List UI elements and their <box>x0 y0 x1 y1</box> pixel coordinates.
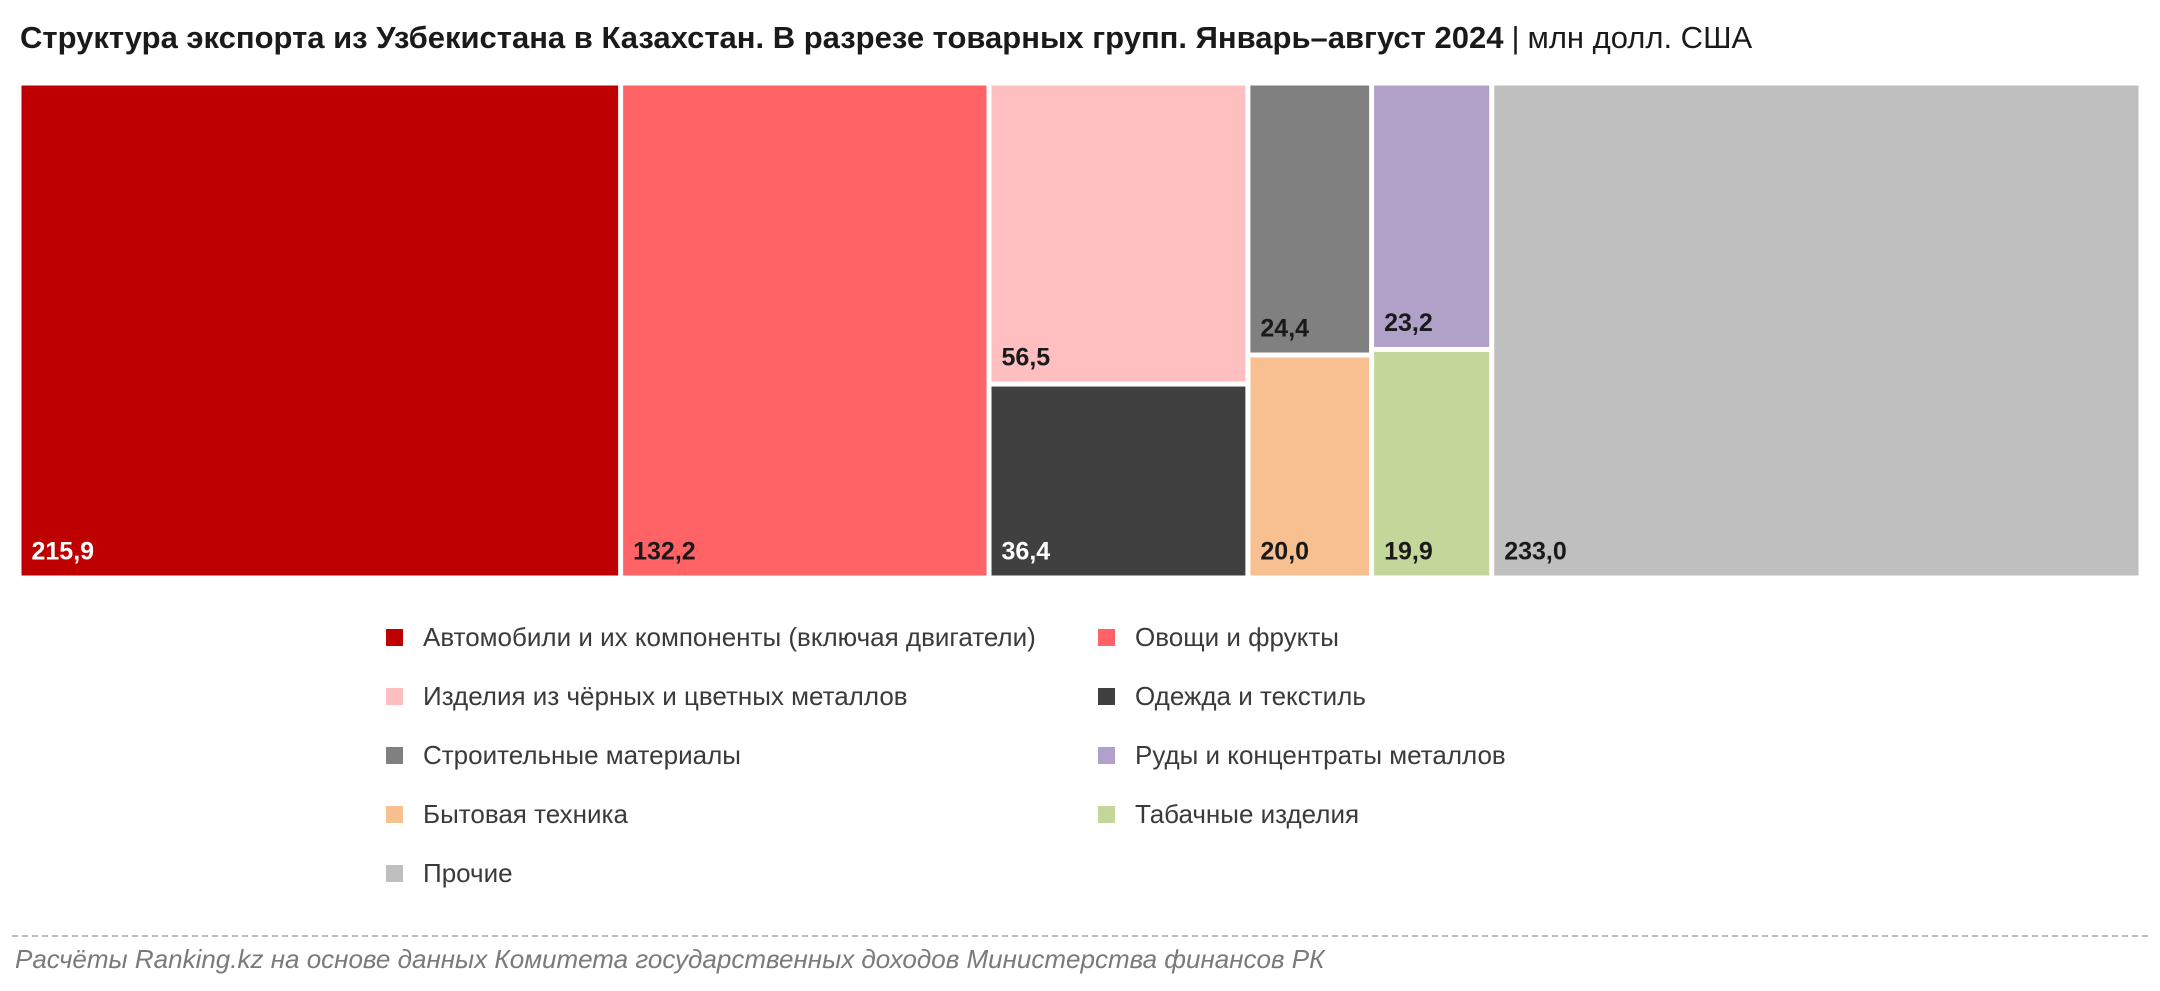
legend-swatch <box>1098 746 1115 764</box>
legend-swatch <box>1098 805 1115 823</box>
legend-swatch <box>1098 687 1115 705</box>
legend-item-household-appliances: Бытовая техника <box>386 796 628 832</box>
legend-item-clothing-textiles: Одежда и текстиль <box>1098 678 1366 714</box>
legend-label: Автомобили и их компоненты (включая двиг… <box>423 621 1036 652</box>
legend-label: Прочие <box>423 857 513 888</box>
data-label-ores-concentrates: 23,2 <box>1384 309 1433 337</box>
legend-label: Одежда и текстиль <box>1135 680 1366 711</box>
treemap-tile-automobiles <box>21 85 619 576</box>
data-label-household-appliances: 20,0 <box>1260 538 1309 566</box>
footer-divider <box>12 935 2148 937</box>
legend-label: Изделия из чёрных и цветных металлов <box>423 680 908 711</box>
source-note: Расчёты Ranking.kz на основе данных Коми… <box>15 944 1325 974</box>
chart-unit: млн долл. США <box>1527 20 1753 55</box>
treemap-tile-construction-materials <box>1250 85 1370 353</box>
treemap-tile-vegetables-fruits <box>623 85 987 576</box>
legend-item-automobiles: Автомобили и их компоненты (включая двиг… <box>386 619 1036 655</box>
treemap-chart: 215,9 132,2 56,5 36,4 24,4 20,0 23,2 19,9 233,0 <box>21 85 2139 576</box>
data-label-metal-products: 56,5 <box>1002 344 1051 372</box>
legend-swatch <box>386 687 403 705</box>
legend-label: Овощи и фрукты <box>1135 621 1339 652</box>
data-label-clothing-textiles: 36,4 <box>1002 538 1051 566</box>
title-separator: | <box>1511 20 1520 55</box>
legend-swatch <box>1098 628 1115 646</box>
legend-swatch <box>386 864 403 882</box>
legend-swatch <box>386 628 403 646</box>
legend-item-other: Прочие <box>386 855 513 891</box>
treemap-tile-metal-products <box>991 85 1246 382</box>
legend-item-ores-concentrates: Руды и концентраты металлов <box>1098 737 1506 773</box>
legend-swatch <box>386 805 403 823</box>
treemap-tile-clothing-textiles <box>991 386 1246 576</box>
data-label-tobacco-products: 19,9 <box>1384 538 1433 566</box>
data-label-automobiles: 215,9 <box>32 538 95 566</box>
treemap-tile-ores-concentrates <box>1374 85 1490 347</box>
treemap-tile-other <box>1494 85 2139 576</box>
treemap-tile-household-appliances <box>1250 357 1370 576</box>
legend-swatch <box>386 746 403 764</box>
legend: Автомобили и их компоненты (включая двиг… <box>386 619 1686 919</box>
legend-item-vegetables-fruits: Овощи и фрукты <box>1098 619 1339 655</box>
legend-label: Бытовая техника <box>423 798 628 829</box>
legend-item-metal-products: Изделия из чёрных и цветных металлов <box>386 678 908 714</box>
legend-item-tobacco-products: Табачные изделия <box>1098 796 1359 832</box>
data-label-construction-materials: 24,4 <box>1260 315 1309 343</box>
legend-label: Табачные изделия <box>1135 798 1360 829</box>
data-label-other: 233,0 <box>1504 538 1567 566</box>
treemap-tile-tobacco-products <box>1374 351 1490 576</box>
chart-title: Структура экспорта из Узбекистана в Каза… <box>20 20 1752 56</box>
legend-item-construction-materials: Строительные материалы <box>386 737 741 773</box>
legend-label: Руды и концентраты металлов <box>1135 739 1506 770</box>
legend-label: Строительные материалы <box>423 739 741 770</box>
data-label-vegetables-fruits: 132,2 <box>633 538 696 566</box>
chart-title-main: Структура экспорта из Узбекистана в Каза… <box>20 20 1504 55</box>
